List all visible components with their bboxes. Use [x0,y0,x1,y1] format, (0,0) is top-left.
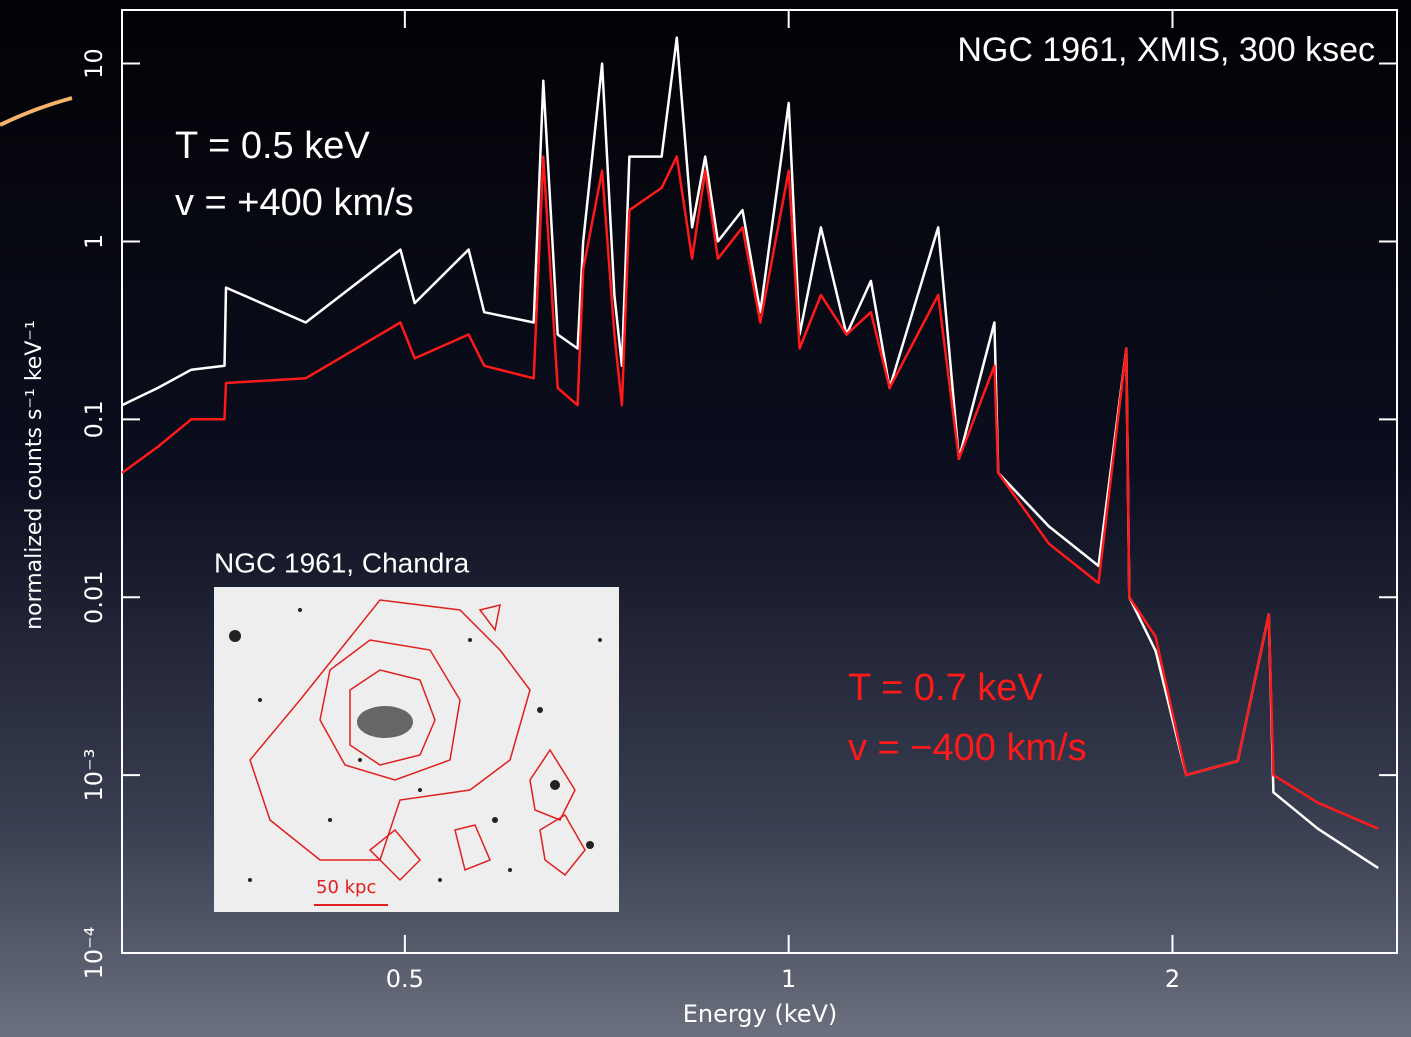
y-tick-label: 0.01 [80,571,108,624]
x-axis-label: Energy (keV) [683,1000,838,1028]
y-tick-label: 10⁻³ [80,749,108,802]
y-tick-label: 0.1 [80,400,108,438]
x-tick-label: 0.5 [386,965,424,993]
inset: NGC 1961, Chandra 50 kpc [214,547,619,912]
series-line [121,155,1379,830]
annotation: T = 0.5 keV [175,125,370,167]
x-tick-label: 1 [781,965,796,993]
inset-contours [249,599,586,882]
x-tick-label: 2 [1165,965,1180,993]
y-tick-label: 10⁻⁴ [80,927,108,980]
y-axis-label: normalized counts s⁻¹ keV⁻¹ [22,320,47,630]
decor-arrow [0,96,73,127]
plot-area: 0.5 1 2 10⁻⁴ 10⁻³ 0.01 0.1 1 10 [80,10,1397,993]
y-tick-label: 1 [80,234,108,249]
annotation: T = 0.7 keV [848,667,1043,709]
inset-galaxy [357,706,413,738]
inset-title: NGC 1961, Chandra [214,547,470,578]
chart-title: NGC 1961, XMIS, 300 ksec [957,31,1375,69]
annotation: v = −400 km/s [848,727,1087,769]
annotation: v = +400 km/s [175,182,414,224]
plot-frame [121,9,1398,954]
inset-stars [229,608,602,882]
y-tick-label: 10 [80,48,108,79]
inset-image [214,587,619,912]
inset-scale-label: 50 kpc [316,877,376,898]
